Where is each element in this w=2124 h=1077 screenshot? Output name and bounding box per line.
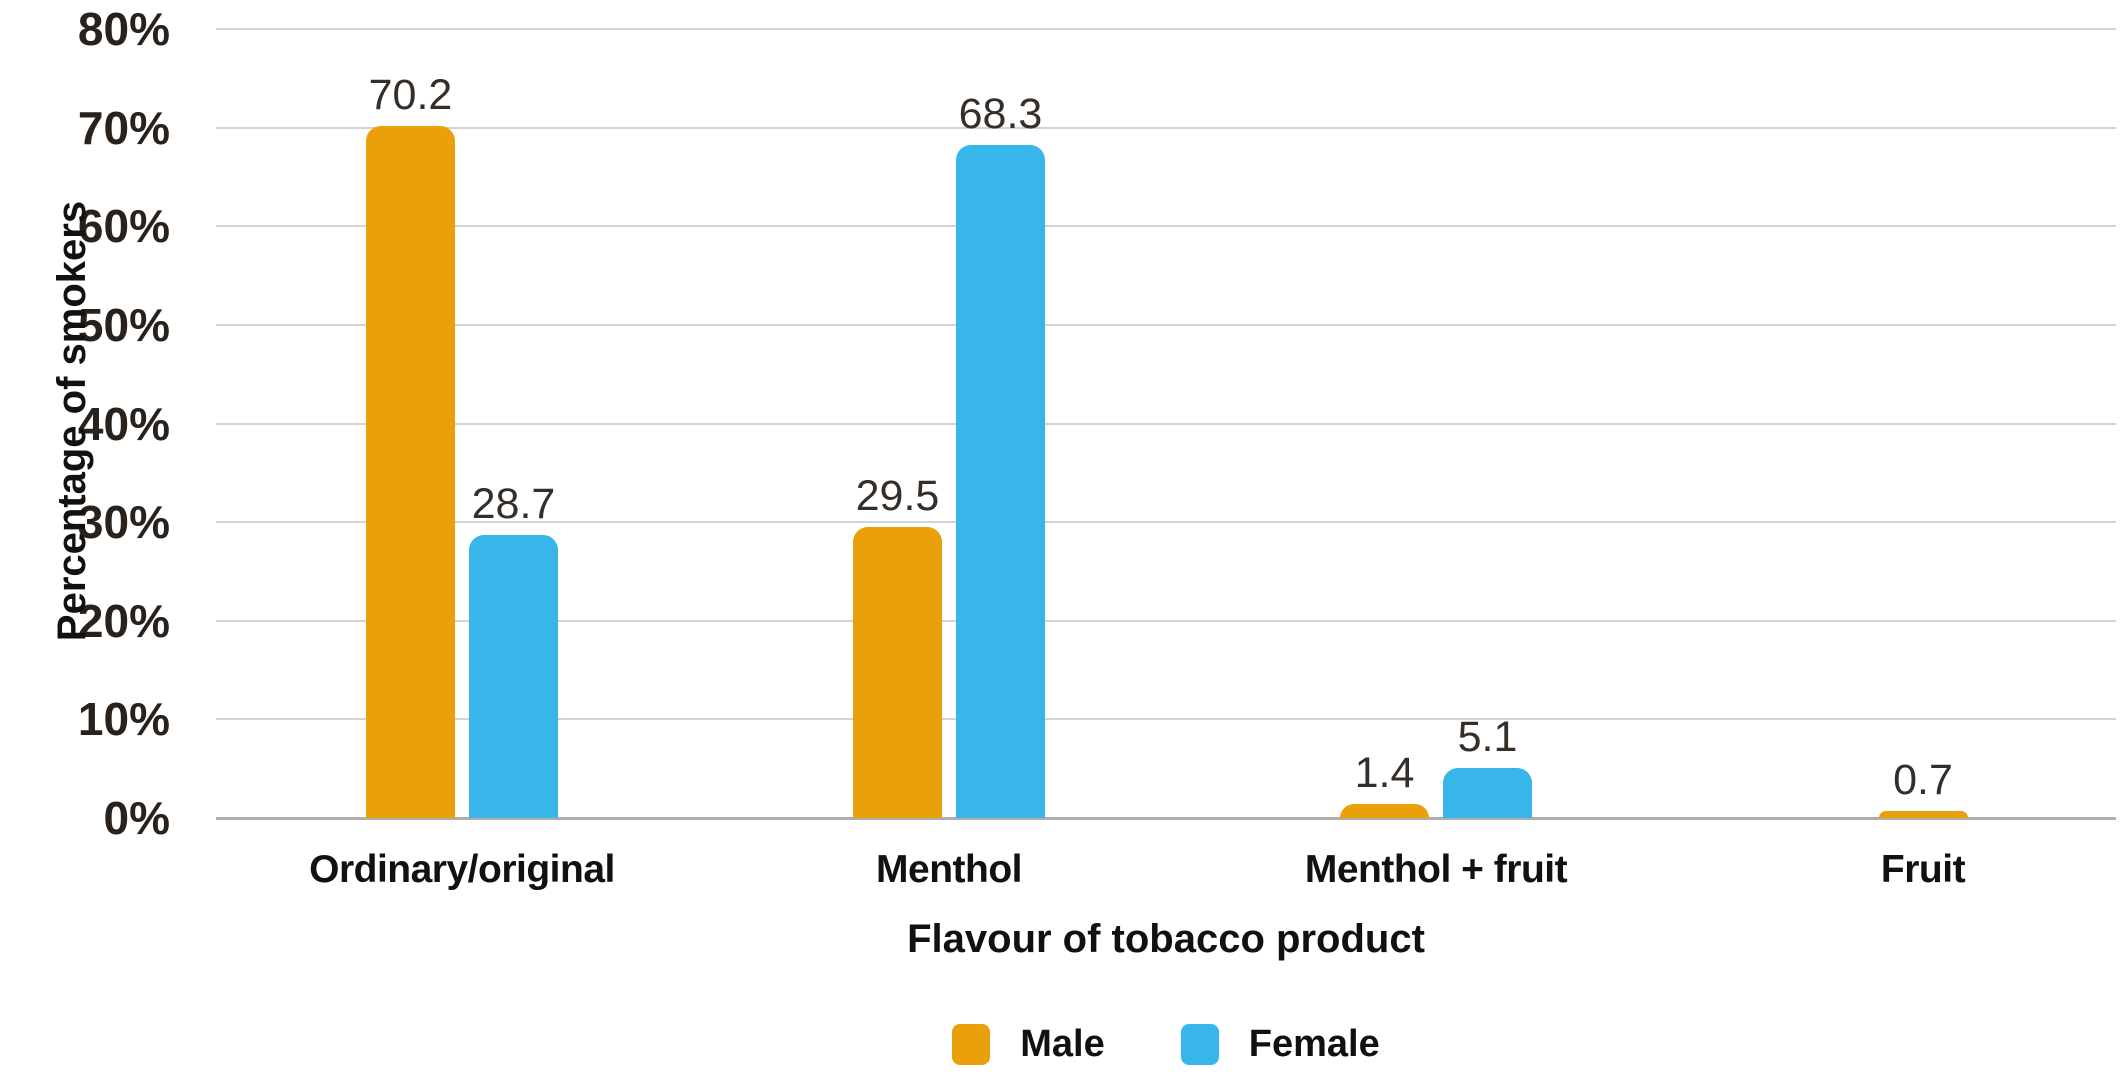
y-tick-label: 50%: [77, 299, 170, 351]
y-tick-label: 30%: [77, 496, 170, 549]
gridline: [216, 324, 2116, 326]
x-axis-line: [216, 817, 2116, 820]
y-tick-label: 70%: [77, 101, 170, 154]
bar-male-menthol: [853, 527, 942, 818]
gridline: [216, 422, 2116, 425]
gridline: [216, 718, 2116, 721]
x-category-label-menthol-fruit: Menthol + fruit: [1304, 848, 1568, 891]
value-label-male-menthol: 29.5: [855, 472, 940, 521]
x-category-label-fruit: Fruit: [1880, 848, 1966, 891]
x-category-label-menthol: Menthol: [876, 848, 1022, 891]
legend-label-male: Male: [1020, 1023, 1105, 1065]
y-axis-title: Percentage of smokers: [50, 200, 94, 642]
legend: Male Female: [216, 1018, 2116, 1070]
bar-female-ordinary-original: [469, 535, 558, 818]
value-label-female-menthol: 68.3: [958, 89, 1043, 138]
y-tick-label: 20%: [77, 594, 170, 647]
value-label-male-ordinary-original: 70.2: [368, 70, 453, 119]
x-category-label-ordinary-original: Ordinary/original: [309, 848, 615, 891]
y-tick-label: 0%: [103, 792, 170, 844]
legend-item-male: Male: [952, 1023, 1105, 1065]
legend-item-female: Female: [1180, 1023, 1380, 1065]
value-label-male-fruit: 0.7: [1893, 756, 1953, 805]
legend-swatch-female: [1180, 1023, 1219, 1065]
value-label-male-menthol-fruit: 1.4: [1354, 749, 1415, 798]
value-label-female-menthol-fruit: 5.1: [1457, 712, 1518, 761]
gridline: [216, 619, 2116, 622]
bar-male-menthol-fruit: [1340, 804, 1429, 818]
x-axis-title: Flavour of tobacco product: [907, 917, 1425, 961]
legend-swatch-male: [952, 1023, 991, 1065]
bar-female-menthol: [956, 144, 1045, 818]
value-label-female-ordinary-original: 28.7: [471, 480, 556, 529]
gridline: [216, 28, 2116, 31]
legend-label-female: Female: [1248, 1023, 1380, 1065]
y-tick-label: 10%: [77, 693, 170, 746]
gridline: [216, 521, 2116, 524]
gridline: [216, 126, 2116, 129]
bar-male-ordinary-original: [366, 125, 455, 818]
y-tick-label: 60%: [77, 200, 170, 253]
y-tick-label: 80%: [77, 3, 170, 56]
bar-male-fruit: [1878, 811, 1968, 818]
gridline: [216, 225, 2116, 228]
y-tick-label: 40%: [77, 397, 170, 450]
bar-female-menthol-fruit: [1443, 767, 1532, 818]
